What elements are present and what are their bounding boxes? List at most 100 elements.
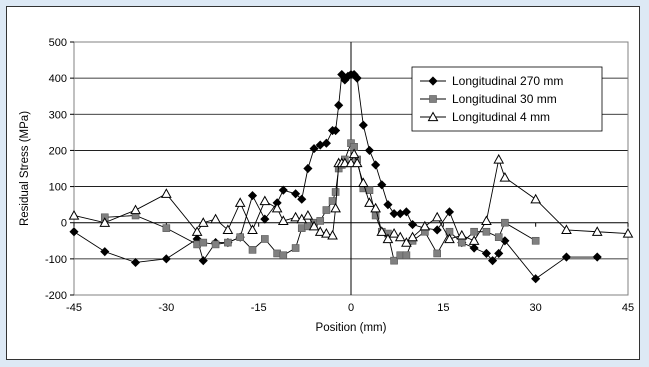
x-tick-label: 45 xyxy=(622,302,634,314)
y-axis-title: Residual Stress (MPa) xyxy=(19,111,31,226)
series-0-point xyxy=(407,219,418,230)
series-1-point xyxy=(331,188,340,196)
series-2-point xyxy=(271,202,283,213)
series-0-point xyxy=(401,207,411,217)
x-tick-label: 0 xyxy=(348,302,354,314)
series-2-point xyxy=(330,202,341,213)
series-1-point xyxy=(531,236,540,245)
series-0-point xyxy=(303,163,313,174)
series-0-point xyxy=(100,247,110,257)
series-0-point xyxy=(561,252,572,262)
y-tick-label: 100 xyxy=(49,182,67,194)
series-2-point xyxy=(388,228,400,238)
series-0-point xyxy=(291,189,301,199)
series-0-point xyxy=(358,120,368,130)
series-2-point xyxy=(327,229,338,240)
series-2-point xyxy=(290,211,301,222)
series-2-point xyxy=(321,228,332,238)
legend-marker-0 xyxy=(428,76,438,86)
series-0-point xyxy=(260,214,270,224)
chart: -200 -100 0 100 200 300 400 500 -45 -30 -15 0 15 30 45… xyxy=(19,37,634,334)
series-0-point xyxy=(334,100,344,110)
series-0-point xyxy=(432,225,442,235)
series-1-point xyxy=(390,256,398,265)
series-2-point xyxy=(357,177,369,188)
series-0-point xyxy=(469,243,479,253)
series-2-point xyxy=(68,209,80,220)
series-1-point xyxy=(402,251,411,260)
series-2-point xyxy=(351,157,363,168)
x-tick-label: -15 xyxy=(251,302,267,314)
y-tick-label: 200 xyxy=(49,145,67,157)
series-0-point xyxy=(309,144,319,154)
series-2-point xyxy=(210,213,221,224)
series-2-point xyxy=(401,237,412,247)
x-tick-label: -45 xyxy=(66,302,82,314)
series-2-point xyxy=(419,220,431,231)
series-2-point xyxy=(456,229,468,240)
series-2-point xyxy=(444,233,455,244)
series-1-point xyxy=(248,246,257,254)
series-1-point xyxy=(211,240,220,249)
legend-label: Longitudinal 4 mm xyxy=(452,110,550,124)
series-1-point xyxy=(365,186,374,194)
series-2-point xyxy=(247,224,258,235)
y-tick-label: -200 xyxy=(45,290,67,302)
series-0-point xyxy=(297,194,307,204)
series-2-point xyxy=(277,215,289,226)
series-0-point xyxy=(377,180,387,190)
x-axis-title: Position (mm) xyxy=(316,322,387,334)
series-0-point xyxy=(371,160,381,170)
series-1-point xyxy=(322,206,331,214)
series-2-point xyxy=(530,193,542,204)
series-2-point xyxy=(197,217,209,227)
series-1-point xyxy=(494,233,503,241)
series-0-point xyxy=(383,200,393,210)
y-tick-label: -100 xyxy=(45,254,67,266)
series-1-point xyxy=(482,227,491,236)
series-0-point xyxy=(531,274,541,284)
series-0-point xyxy=(130,257,141,268)
series-1-point xyxy=(433,249,441,258)
legend-marker-1 xyxy=(429,95,437,103)
series-1-point xyxy=(236,233,244,241)
legend-label: Longitudinal 30 mm xyxy=(452,92,557,106)
x-tick-label: 15 xyxy=(437,302,449,314)
chart-frame: -200 -100 0 100 200 300 400 500 -45 -30 -15 0 15 30 45… xyxy=(6,6,640,360)
series-2-point xyxy=(302,209,314,220)
series-2-point xyxy=(622,228,634,238)
series-2-point xyxy=(493,153,505,164)
y-tick-label: 0 xyxy=(61,218,67,230)
series-2-point xyxy=(308,220,320,231)
series-0-point xyxy=(321,138,331,148)
series-2-point xyxy=(481,215,492,226)
series-1-point xyxy=(199,238,208,247)
series-0-point xyxy=(364,145,375,155)
series-2-point xyxy=(234,197,246,207)
series-2-point xyxy=(370,202,381,213)
series-2-point xyxy=(314,226,326,236)
series-2-point xyxy=(348,148,360,159)
series-2-point xyxy=(591,226,603,236)
series-2-point xyxy=(561,224,572,235)
series-2-point xyxy=(376,226,388,236)
series-2-point xyxy=(394,231,406,242)
series-1-point xyxy=(501,218,509,227)
series-0-point xyxy=(331,125,341,136)
series-0-point xyxy=(352,73,362,83)
y-tick-label: 300 xyxy=(49,109,67,121)
y-tick-label: 400 xyxy=(49,73,67,85)
series-2-point xyxy=(222,224,234,235)
x-tick-label: 30 xyxy=(530,302,542,314)
series-1-point xyxy=(328,197,337,205)
series-2-point xyxy=(259,195,271,206)
series-0-point xyxy=(198,256,208,266)
series-0-point xyxy=(444,207,455,217)
series-1-point xyxy=(224,238,232,247)
series-1-point xyxy=(261,235,269,243)
series-2-point xyxy=(130,204,141,215)
series-1-point xyxy=(291,244,300,252)
series-2-point xyxy=(382,233,394,244)
series-0-point xyxy=(69,227,79,237)
series-2-point xyxy=(364,197,375,207)
